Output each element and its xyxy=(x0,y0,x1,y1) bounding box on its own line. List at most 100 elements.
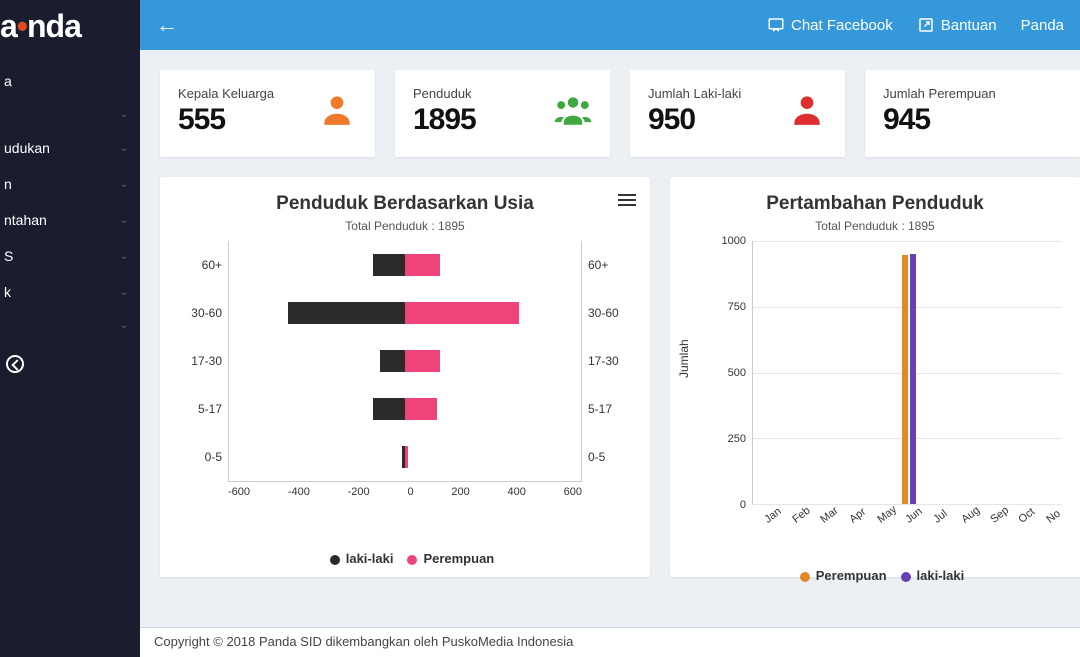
growth-x-tick: Sep xyxy=(988,504,1011,526)
age-chart-legend: laki-lakiPerempuan xyxy=(178,551,632,566)
age-x-tick: -400 xyxy=(288,486,310,498)
age-category-left: 60+ xyxy=(178,258,228,272)
legend-female: Perempuan xyxy=(423,551,494,566)
growth-y-tick: 750 xyxy=(728,301,746,313)
card-value: 945 xyxy=(883,103,996,137)
card-icon xyxy=(787,90,827,133)
growth-bar xyxy=(910,254,916,504)
age-x-tick: 600 xyxy=(564,486,582,498)
age-bar-male xyxy=(373,254,405,276)
growth-y-tick: 0 xyxy=(740,499,746,511)
logo-text-2: nda xyxy=(27,8,81,44)
age-category-right: 60+ xyxy=(582,258,632,272)
footer-text: Copyright © 2018 Panda SID dikembangkan … xyxy=(154,634,573,649)
age-x-tick: 0 xyxy=(407,486,413,498)
stat-cards-row: Kepala Keluarga 555 Penduduk 1895 Jumlah Lak… xyxy=(160,70,1080,157)
growth-bar xyxy=(902,255,908,504)
circle-arrow-left-icon xyxy=(6,355,24,373)
growth-chart-title: Pertambahan Penduduk xyxy=(688,193,1062,215)
growth-x-tick: Feb xyxy=(791,505,813,526)
chat-facebook-link[interactable]: Chat Facebook xyxy=(767,16,893,34)
age-x-tick: 400 xyxy=(507,486,525,498)
age-bar-female xyxy=(405,302,519,324)
growth-x-tick: Jan xyxy=(762,505,783,525)
age-category-left: 0-5 xyxy=(178,450,228,464)
chevron-down-icon: ⌄ xyxy=(120,179,128,190)
card-label: Jumlah Perempuan xyxy=(883,86,996,101)
stat-card-1: Penduduk 1895 xyxy=(395,70,610,157)
age-category-left: 17-30 xyxy=(178,354,228,368)
card-label: Kepala Keluarga xyxy=(178,86,274,101)
age-bar-female xyxy=(405,254,440,276)
sidebar-collapse-button[interactable] xyxy=(0,341,140,378)
card-icon xyxy=(317,90,357,133)
growth-x-tick: Mar xyxy=(819,505,841,526)
sidebar-item-label: n xyxy=(4,176,12,192)
sidebar-item-label: a xyxy=(4,73,12,89)
age-category-right: 30-60 xyxy=(582,306,632,320)
card-value: 1895 xyxy=(413,103,476,137)
card-value: 555 xyxy=(178,103,274,137)
age-chart-title: Penduduk Berdasarkan Usia xyxy=(178,193,632,215)
bantuan-link[interactable]: Bantuan xyxy=(917,16,997,34)
legend-male-growth: laki-laki xyxy=(917,568,965,583)
sidebar-item-label: ntahan xyxy=(4,212,47,228)
growth-chart-legend: Perempuan laki-laki xyxy=(670,568,1080,583)
chevron-down-icon: ⌄ xyxy=(120,109,128,120)
age-x-tick: 200 xyxy=(451,486,469,498)
sidebar-item-1[interactable]: ⌄ xyxy=(0,99,140,130)
sidebar-item-6[interactable]: k⌄ xyxy=(0,274,140,310)
sidebar-item-label: k xyxy=(4,284,11,300)
logo-text-1: a xyxy=(0,8,17,44)
user-label: Panda xyxy=(1021,17,1064,34)
sidebar-item-5[interactable]: S⌄ xyxy=(0,238,140,274)
age-category-left: 30-60 xyxy=(178,306,228,320)
legend-female-growth: Perempuan xyxy=(816,568,887,583)
sidebar-item-4[interactable]: ntahan⌄ xyxy=(0,202,140,238)
growth-x-tick: Jul xyxy=(931,508,949,526)
chat-icon xyxy=(767,16,785,34)
age-x-tick: -600 xyxy=(228,486,250,498)
age-chart-subtitle: Total Penduduk : 1895 xyxy=(178,219,632,233)
card-icon xyxy=(552,90,592,133)
growth-y-label: Jumlah xyxy=(677,339,691,378)
topbar: ← Chat Facebook Bantuan Panda xyxy=(140,0,1080,50)
user-menu[interactable]: Panda xyxy=(1021,17,1064,34)
panel-age-chart: Penduduk Berdasarkan Usia Total Penduduk… xyxy=(160,177,650,577)
card-label: Penduduk xyxy=(413,86,476,101)
age-bar-male xyxy=(380,350,405,372)
sidebar: a•nda a⌄udukan⌄n⌄ntahan⌄S⌄k⌄⌄ xyxy=(0,0,140,657)
age-chart: 60+60+30-6030-6017-3017-305-175-170-50-5… xyxy=(178,241,632,541)
sidebar-item-0[interactable]: a xyxy=(0,63,140,99)
growth-x-tick: Jun xyxy=(903,505,924,525)
footer: Copyright © 2018 Panda SID dikembangkan … xyxy=(140,627,1080,657)
growth-chart: Jumlah 02505007501000 JanFebMarAprMayJun… xyxy=(688,241,1062,541)
sidebar-item-3[interactable]: n⌄ xyxy=(0,166,140,202)
age-bar-female xyxy=(405,350,440,372)
chat-label: Chat Facebook xyxy=(791,17,893,34)
age-category-left: 5-17 xyxy=(178,402,228,416)
logo-dot-icon: • xyxy=(17,8,27,44)
sidebar-item-label: S xyxy=(4,248,13,264)
sidebar-item-2[interactable]: udukan⌄ xyxy=(0,130,140,166)
chevron-down-icon: ⌄ xyxy=(120,287,128,298)
content: Kepala Keluarga 555 Penduduk 1895 Jumlah Lak… xyxy=(140,50,1080,627)
growth-x-tick: May xyxy=(875,503,899,525)
age-bar-female xyxy=(405,398,437,420)
chevron-down-icon: ⌄ xyxy=(120,320,128,331)
logo: a•nda xyxy=(0,0,140,63)
age-category-right: 17-30 xyxy=(582,354,632,368)
growth-chart-subtitle: Total Penduduk : 1895 xyxy=(688,219,1062,233)
growth-y-tick: 500 xyxy=(728,367,746,379)
age-x-tick: -200 xyxy=(348,486,370,498)
card-label: Jumlah Laki-laki xyxy=(648,86,741,101)
back-button[interactable]: ← xyxy=(156,12,178,38)
age-bar-male xyxy=(288,302,405,324)
panel-growth-chart: Pertambahan Penduduk Total Penduduk : 18… xyxy=(670,177,1080,577)
sidebar-item-7[interactable]: ⌄ xyxy=(0,310,140,341)
chart-menu-button[interactable] xyxy=(618,191,636,209)
growth-x-tick: Apr xyxy=(847,506,868,526)
stat-card-3: Jumlah Perempuan 945 xyxy=(865,70,1080,157)
card-value: 950 xyxy=(648,103,741,137)
age-category-right: 5-17 xyxy=(582,402,632,416)
